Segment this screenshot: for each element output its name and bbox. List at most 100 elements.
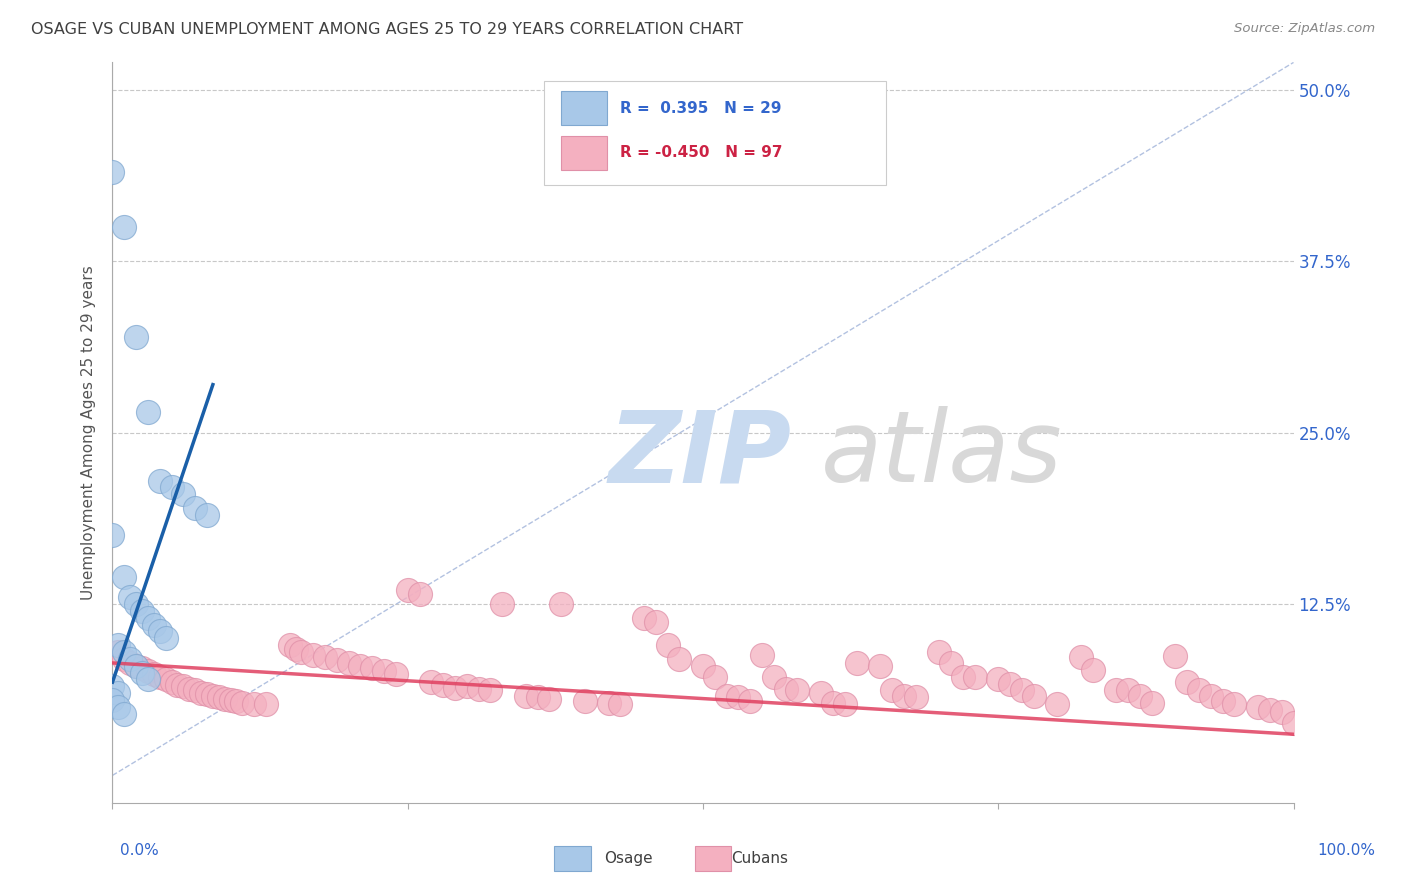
Point	[1140, 696, 1163, 710]
Text: atlas: atlas	[821, 407, 1063, 503]
Point	[337, 656, 360, 670]
Point	[727, 690, 749, 705]
Point	[112, 219, 135, 234]
Point	[1046, 697, 1069, 711]
Text: Cubans: Cubans	[731, 851, 789, 865]
Point	[155, 673, 177, 687]
Point	[184, 683, 207, 698]
Point	[155, 632, 177, 646]
Point	[120, 656, 142, 670]
Point	[131, 665, 153, 680]
Point	[420, 675, 443, 690]
Point	[444, 681, 467, 695]
Point	[491, 597, 513, 611]
Point	[142, 667, 165, 681]
Point	[479, 683, 502, 698]
Point	[112, 706, 135, 721]
Point	[928, 645, 950, 659]
Point	[1247, 699, 1270, 714]
Point	[1271, 706, 1294, 720]
Point	[131, 661, 153, 675]
Point	[160, 675, 183, 690]
Point	[869, 658, 891, 673]
Point	[107, 699, 129, 714]
Point	[107, 686, 129, 700]
Point	[1011, 683, 1033, 698]
Text: 0.0%: 0.0%	[120, 843, 159, 858]
Point	[314, 650, 336, 665]
Point	[1188, 683, 1211, 698]
Point	[786, 683, 808, 698]
Point	[101, 693, 124, 707]
Point	[456, 679, 478, 693]
Point	[231, 696, 253, 710]
Point	[112, 652, 135, 666]
Text: Osage: Osage	[605, 851, 654, 865]
Point	[120, 652, 142, 666]
Point	[574, 694, 596, 708]
Point	[1129, 689, 1152, 703]
Point	[1282, 716, 1305, 731]
Point	[963, 670, 986, 684]
Point	[692, 658, 714, 673]
Point	[703, 670, 725, 684]
Point	[1212, 694, 1234, 708]
Point	[195, 508, 218, 522]
Point	[290, 645, 312, 659]
Point	[1258, 702, 1281, 716]
Point	[644, 615, 666, 629]
Point	[166, 678, 188, 692]
Point	[184, 501, 207, 516]
Point	[278, 638, 301, 652]
Point	[101, 528, 124, 542]
Point	[1105, 683, 1128, 698]
Point	[326, 653, 349, 667]
Point	[149, 624, 172, 639]
Point	[633, 610, 655, 624]
Y-axis label: Unemployment Among Ages 25 to 29 years: Unemployment Among Ages 25 to 29 years	[80, 265, 96, 600]
FancyBboxPatch shape	[561, 91, 607, 126]
Point	[385, 667, 408, 681]
Point	[243, 697, 266, 711]
Text: R =  0.395   N = 29: R = 0.395 N = 29	[620, 101, 782, 116]
Point	[668, 652, 690, 666]
Text: 100.0%: 100.0%	[1317, 843, 1375, 858]
Point	[952, 670, 974, 684]
Point	[361, 661, 384, 675]
Point	[408, 587, 430, 601]
Point	[107, 638, 129, 652]
Point	[208, 690, 231, 705]
Point	[149, 474, 172, 488]
Point	[302, 648, 325, 662]
Point	[880, 683, 903, 698]
Point	[1199, 689, 1222, 703]
Text: R = -0.450   N = 97: R = -0.450 N = 97	[620, 145, 783, 161]
Point	[195, 688, 218, 702]
Point	[834, 697, 856, 711]
Point	[190, 686, 212, 700]
Point	[201, 689, 224, 703]
Point	[775, 681, 797, 696]
Point	[1164, 649, 1187, 664]
Point	[214, 691, 236, 706]
Point	[284, 642, 307, 657]
Point	[125, 597, 148, 611]
Point	[101, 165, 124, 179]
Point	[1175, 675, 1198, 690]
Point	[149, 670, 172, 684]
Point	[136, 610, 159, 624]
Point	[136, 405, 159, 419]
Point	[349, 658, 371, 673]
Point	[107, 645, 129, 659]
Point	[131, 604, 153, 618]
Point	[845, 656, 868, 670]
Point	[740, 694, 762, 708]
Point	[1223, 697, 1246, 711]
Point	[893, 689, 915, 703]
Text: OSAGE VS CUBAN UNEMPLOYMENT AMONG AGES 25 TO 29 YEARS CORRELATION CHART: OSAGE VS CUBAN UNEMPLOYMENT AMONG AGES 2…	[31, 22, 742, 37]
Point	[225, 694, 247, 708]
Point	[716, 689, 738, 703]
Point	[373, 664, 395, 678]
Point	[609, 697, 631, 711]
Point	[125, 329, 148, 343]
